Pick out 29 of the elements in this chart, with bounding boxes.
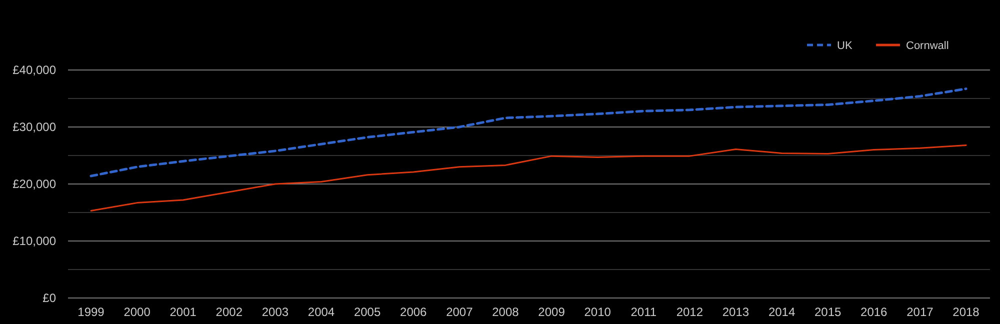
x-tick-label: 2018 [952, 305, 980, 319]
x-tick-label: 2014 [768, 305, 796, 319]
x-tick-label: 2013 [722, 305, 750, 319]
x-tick-label: 2001 [170, 305, 197, 319]
x-tick-label: 2005 [354, 305, 381, 319]
x-tick-label: 2008 [492, 305, 520, 319]
x-tick-label: 2007 [446, 305, 474, 319]
x-tick-label: 2004 [308, 305, 335, 319]
x-tick-label: 2003 [262, 305, 289, 319]
x-tick-label: 2016 [860, 305, 888, 319]
x-tick-label: 2000 [124, 305, 151, 319]
y-tick-label: £10,000 [12, 234, 56, 248]
x-tick-label: 2010 [584, 305, 612, 319]
x-tick-label: 2015 [814, 305, 842, 319]
x-tick-label: 2009 [538, 305, 566, 319]
y-tick-label: £30,000 [12, 120, 56, 134]
line-series [90, 144, 967, 212]
line-series [90, 88, 968, 178]
y-tick-label: £0 [42, 291, 56, 305]
legend-label: UK [837, 40, 853, 52]
y-tick-label: £40,000 [12, 63, 56, 77]
x-tick-label: 2017 [906, 305, 934, 319]
x-tick-label: 2012 [676, 305, 704, 319]
x-tick-label: 1999 [78, 305, 105, 319]
legend-label: Cornwall [906, 40, 949, 52]
x-tick-label: 2011 [630, 305, 657, 319]
x-tick-label: 2006 [400, 305, 428, 319]
x-tick-label: 2002 [216, 305, 243, 319]
y-tick-label: £20,000 [12, 177, 56, 191]
